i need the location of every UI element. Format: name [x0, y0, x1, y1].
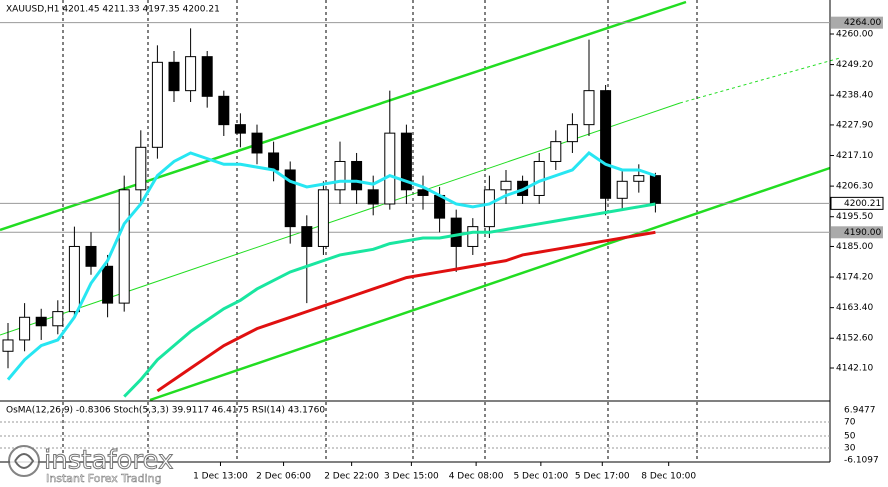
- indicator-axis-label: -6.1097: [844, 456, 879, 466]
- channel-mid: [0, 57, 841, 336]
- y-tick-label: 4217.10: [836, 151, 873, 161]
- y-tick-label: 4260.00: [836, 29, 873, 39]
- candle-body: [467, 226, 479, 247]
- candle-body: [351, 160, 363, 191]
- x-tick-label: 2 Dec 06:00: [256, 472, 311, 482]
- candle-body: [234, 124, 246, 134]
- y-tick-label: 4195.50: [836, 212, 873, 222]
- candle-body: [649, 175, 661, 204]
- y-tick-label: 4206.30: [836, 182, 873, 192]
- x-tick-label: 8 Dec 10:00: [641, 472, 696, 482]
- x-tick-label: 4 Dec 08:00: [449, 472, 504, 482]
- candle-body: [417, 189, 429, 196]
- candle-body: [633, 175, 645, 182]
- y-tick-label: 4174.20: [836, 273, 873, 283]
- indicator-axis-label: 50: [844, 432, 856, 442]
- y-tick-label: 4152.60: [836, 334, 873, 344]
- candle-body: [566, 124, 578, 143]
- candle-body: [19, 316, 31, 341]
- indicator-axis-label: 70: [844, 418, 856, 428]
- candle-body: [102, 265, 114, 304]
- x-tick-label: 2 Dec 22:00: [324, 472, 379, 482]
- candle-body: [450, 217, 462, 247]
- candle-body: [35, 316, 47, 327]
- candle-body: [301, 226, 313, 247]
- indicator-title: OsMA(12,26,9) -0.8306 Stoch(5,3,3) 39.91…: [6, 406, 325, 416]
- candle-body: [251, 132, 263, 154]
- moving-average: [156, 230, 656, 393]
- candle-body: [317, 189, 329, 247]
- candle-body: [52, 311, 64, 327]
- candle-body: [583, 90, 595, 126]
- candle-body: [616, 180, 628, 199]
- candle-body: [268, 152, 280, 171]
- moving-average: [123, 202, 656, 398]
- level-label: 4264.00: [844, 18, 881, 28]
- level-box: [831, 226, 883, 239]
- candle-body: [500, 180, 512, 191]
- x-tick-label: 5 Dec 01:00: [513, 472, 568, 482]
- watermark-text: instaforex: [44, 446, 173, 476]
- x-tick-label: 3 Dec 15:00: [384, 472, 439, 482]
- candle-body: [185, 56, 197, 92]
- candle-body: [550, 141, 562, 162]
- candle-body: [284, 169, 296, 228]
- y-tick-label: 4227.90: [836, 120, 873, 130]
- candle-body: [384, 132, 396, 205]
- candle-body: [168, 61, 180, 92]
- level-box: [831, 16, 883, 29]
- channel-lines: [0, 0, 831, 402]
- moving-average: [6, 151, 656, 381]
- y-tick-label: 4185.00: [836, 242, 873, 252]
- candle-body: [367, 189, 379, 205]
- candle-body: [135, 146, 147, 191]
- indicator-axis-label: 30: [844, 444, 856, 454]
- candle-body: [118, 189, 130, 304]
- candle-body: [151, 61, 163, 148]
- y-tick-label: 4142.10: [836, 363, 873, 373]
- x-tick-label: 1 Dec 13:00: [193, 472, 248, 482]
- watermark: instaforex Instant Forex Trading: [8, 445, 174, 485]
- candle-body: [201, 56, 213, 97]
- candle-body: [334, 160, 346, 191]
- y-tick-label: 4249.20: [836, 60, 873, 70]
- y-tick-label: 4163.40: [836, 303, 873, 313]
- candle-body: [533, 160, 545, 196]
- candle-body: [600, 90, 612, 199]
- candle-body: [68, 245, 80, 313]
- level-label: 4190.00: [844, 228, 881, 238]
- watermark-sub: Instant Forex Trading: [46, 472, 162, 485]
- level-label: 4200.21: [844, 199, 881, 209]
- chart-title: XAUUSD,H1 4201.45 4211.33 4197.35 4200.2…: [6, 5, 220, 15]
- y-tick-label: 4238.40: [836, 91, 873, 101]
- level-box: [830, 196, 884, 210]
- candle-body: [2, 339, 14, 352]
- indicator-axis-label: 6.9477: [844, 406, 876, 416]
- candle-body: [483, 189, 495, 228]
- candle-body: [85, 245, 97, 267]
- candle-body: [400, 132, 412, 191]
- candle-body: [218, 95, 230, 126]
- x-tick-label: 5 Dec 17:00: [575, 472, 630, 482]
